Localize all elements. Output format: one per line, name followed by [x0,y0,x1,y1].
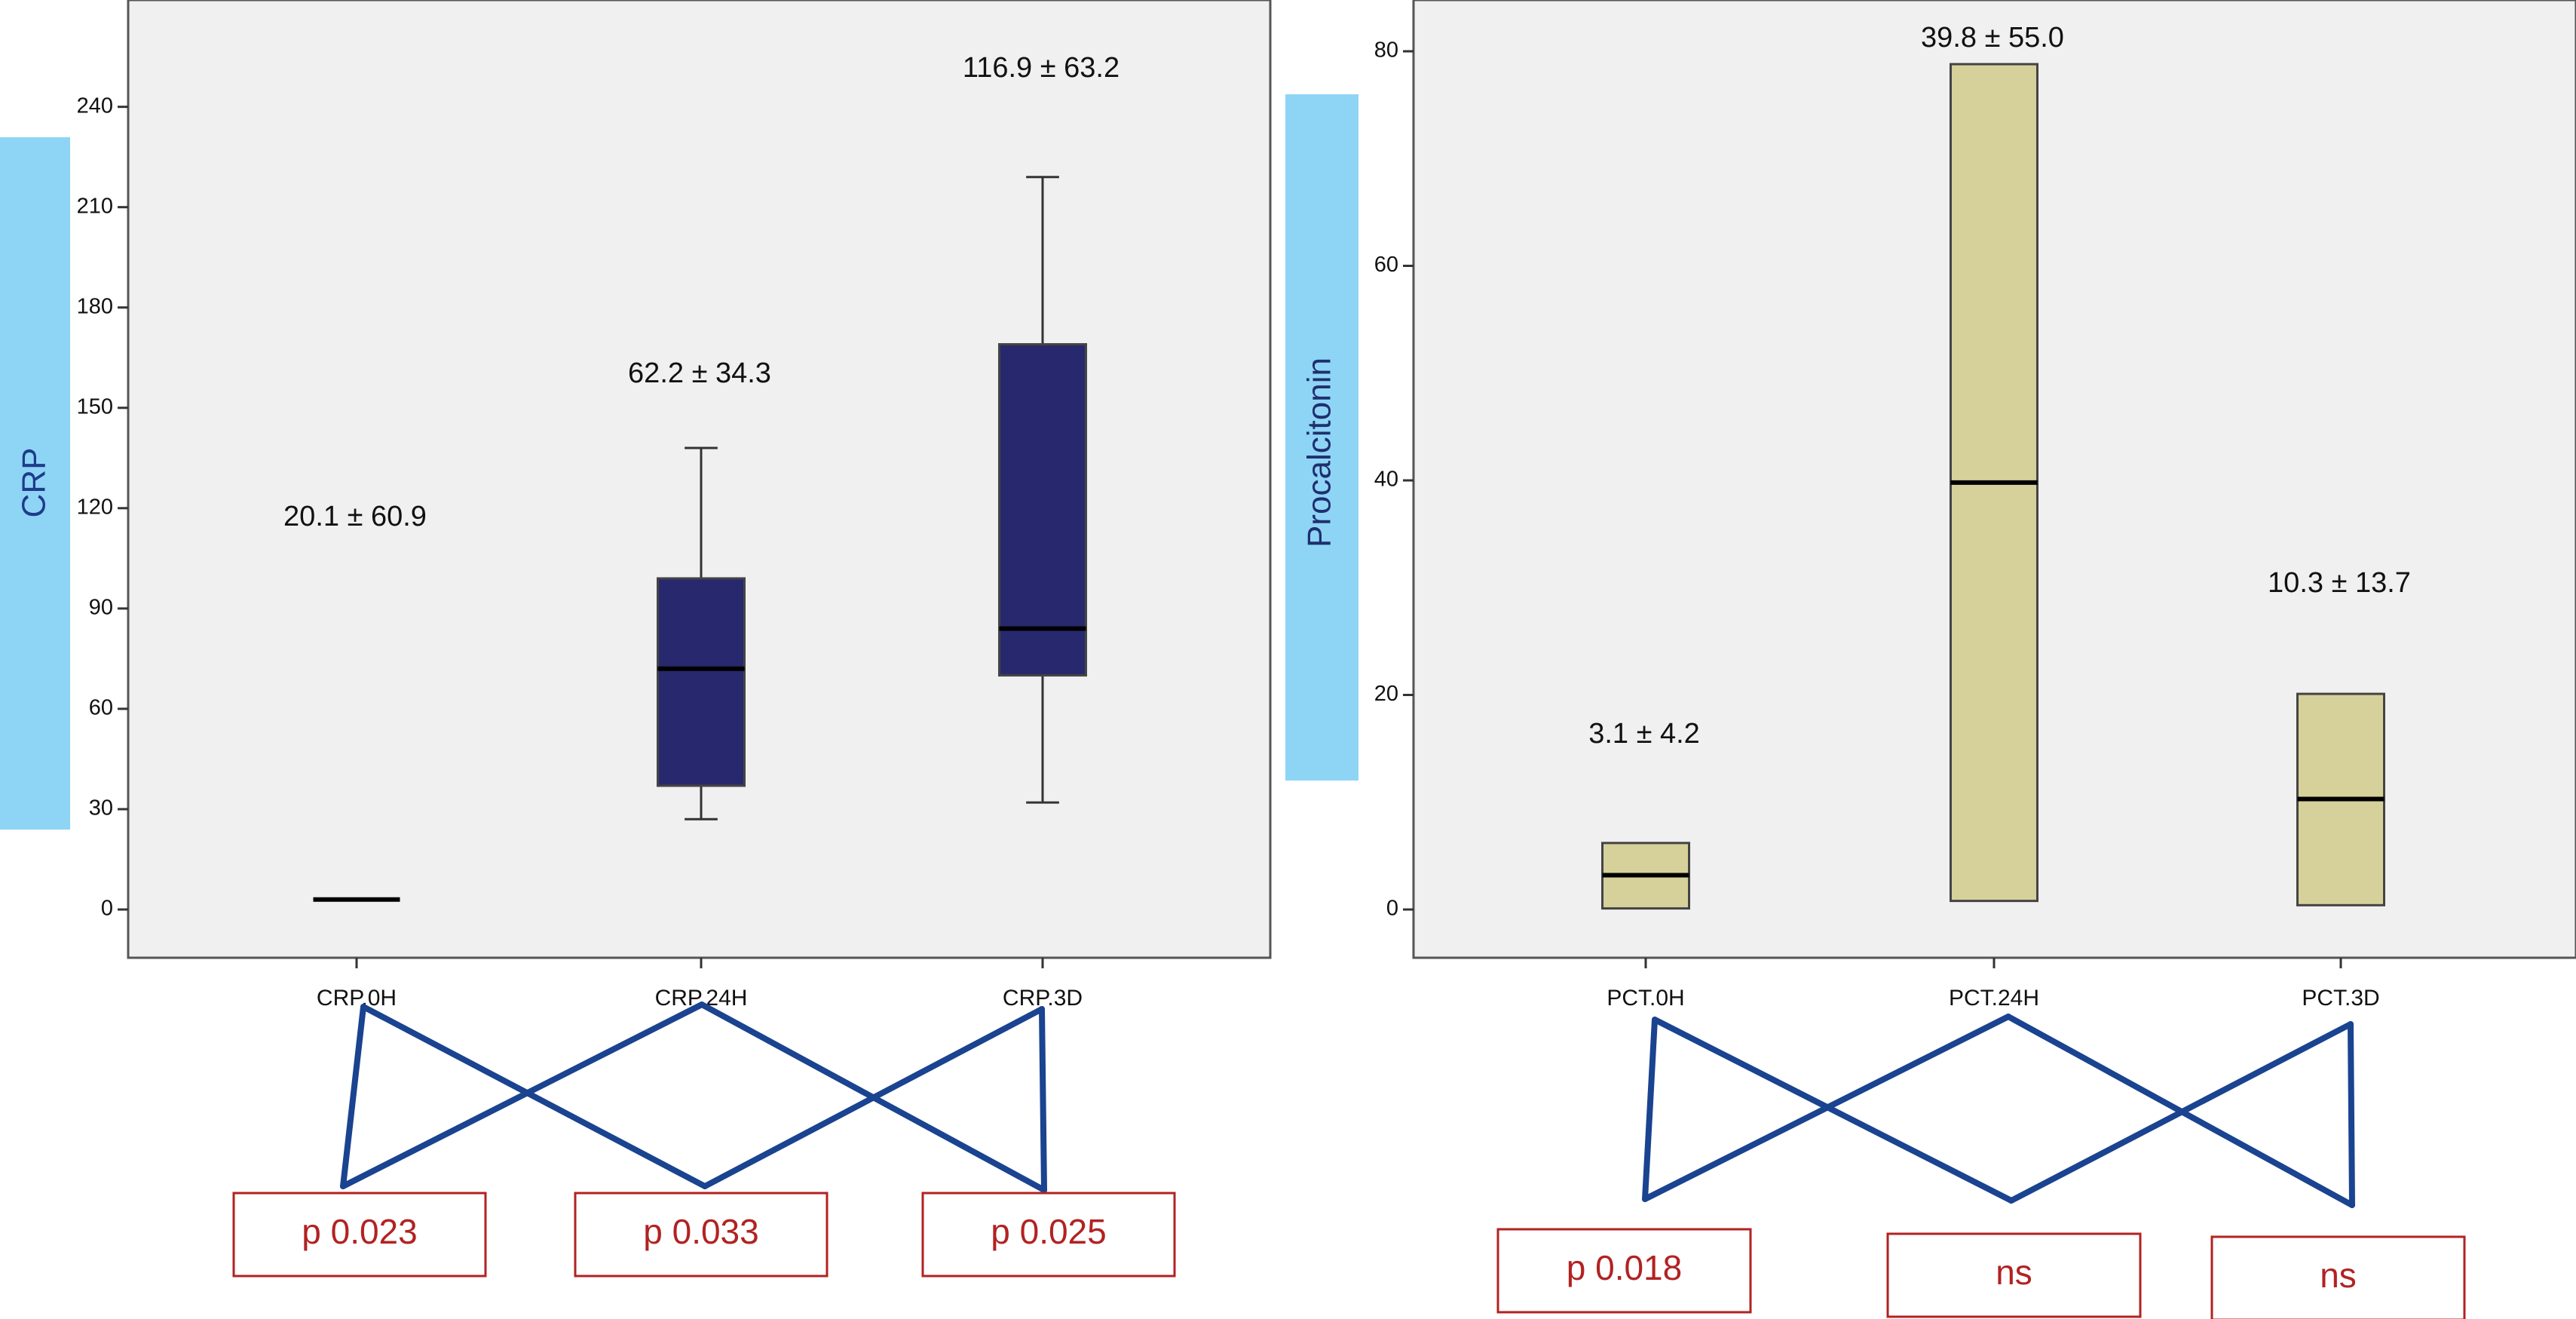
y-tick-label: 90 [89,596,113,620]
p-value-label: p 0.033 [643,1212,758,1251]
p-value-box: ns [1886,1232,2142,1318]
y-tick-label: 210 [77,194,113,218]
comparison-connectors [1642,1014,2355,1208]
y-tick-label: 0 [101,897,113,921]
box-PCT.3D [2296,692,2385,906]
x-tick-label: CRP.0H [317,986,397,1011]
mean-sd-annotation: 10.3 ± 13.7 [2268,567,2411,599]
p-value-box: p 0.025 [921,1192,1176,1278]
p-value-frame [1496,1228,1752,1314]
p-value-box: ns [2210,1235,2466,1319]
connector-line [360,1004,708,1189]
connector-line [2005,1014,2355,1208]
connector-line [340,1004,366,1189]
box-CRP.24H [657,446,746,821]
p-value-label: ns [1996,1253,2032,1292]
p-value-box: p 0.033 [574,1192,829,1278]
mean-sd-annotation: 62.2 ± 34.3 [628,357,771,389]
y-tick-label: 30 [89,796,113,821]
connector-line [1039,1006,1047,1193]
p-value-box: p 0.018 [1496,1228,1752,1314]
connector-line [1642,1017,1658,1202]
p-value-frame [232,1192,487,1278]
box-CRP.3D [998,176,1087,804]
plot-area [127,0,1272,959]
y-axis-label: CRP [16,448,53,518]
comparison-connectors [340,1002,1047,1193]
connector-line [340,1002,705,1189]
connector-line [2348,1021,2355,1208]
y-tick-label: 40 [1374,468,1398,492]
box-PCT.0H [1601,842,1690,910]
p-value-frame [2210,1235,2466,1319]
mean-sd-annotation: 116.9 ± 63.2 [963,52,1120,84]
p-value-label: p 0.023 [302,1212,417,1251]
y-tick-label: 60 [1374,253,1398,277]
y-tick-label: 80 [1374,38,1398,63]
y-tick-label: 60 [89,696,113,720]
p-value-box: p 0.023 [232,1192,487,1278]
y-tick-label: 20 [1374,682,1398,706]
connector-line [699,1002,1047,1193]
mean-sd-annotation: 3.1 ± 4.2 [1588,718,1700,750]
p-value-frame [574,1192,829,1278]
panel-procalcitonin: Procalcitonin 0 20 40 60 80 PCT.0H PCT.24H PCT.3… [1285,0,2576,1319]
p-value-label: p 0.025 [991,1212,1106,1251]
x-tick-label: PCT.0H [1607,986,1684,1011]
connector-line [1652,1017,2014,1204]
y-tick-label: 0 [1386,897,1398,921]
x-tick-label: PCT.24H [1949,986,2039,1011]
iqr-box [998,343,1087,677]
connector-line [1642,1014,2011,1202]
x-tick-label: PCT.3D [2302,986,2379,1011]
box-PCT.24H [1950,63,2038,903]
y-tick-label: 150 [77,394,113,419]
p-value-label: ns [2320,1256,2357,1295]
y-tick-label: 120 [77,495,113,519]
p-value-label: p 0.018 [1567,1248,1682,1287]
p-value-frame [1886,1232,2142,1318]
y-axis-label: Procalcitonin [1301,357,1338,548]
mean-sd-annotation: 39.8 ± 55.0 [1921,22,2064,54]
iqr-box [657,577,746,787]
y-tick-label: 180 [77,294,113,318]
mean-sd-annotation: 20.1 ± 60.9 [283,501,427,532]
p-value-frame [921,1192,1176,1278]
ylabel-band [0,137,70,830]
ylabel-band [1285,94,1358,781]
y-tick-label: 240 [77,94,113,118]
